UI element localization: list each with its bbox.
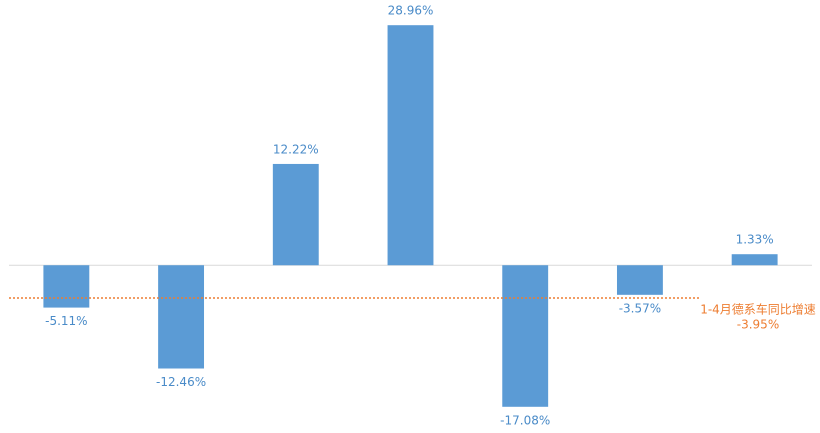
reference-text: 1-4月德系车同比增速 <box>700 301 816 316</box>
value-label: -12.46% <box>156 375 206 389</box>
value-label: -3.57% <box>619 301 661 315</box>
value-label: 28.96% <box>388 4 434 18</box>
value-label: 12.22% <box>273 142 319 156</box>
value-label: -17.08% <box>500 413 550 427</box>
bar <box>43 265 90 308</box>
bar <box>387 25 434 266</box>
reference-label: -3.95% <box>737 317 779 331</box>
bar <box>616 265 663 295</box>
value-label: 1.33% <box>736 233 774 247</box>
value-label: -5.11% <box>45 314 87 328</box>
bar <box>158 265 205 369</box>
bar <box>731 254 778 266</box>
bar <box>272 163 319 266</box>
bar <box>502 265 549 407</box>
